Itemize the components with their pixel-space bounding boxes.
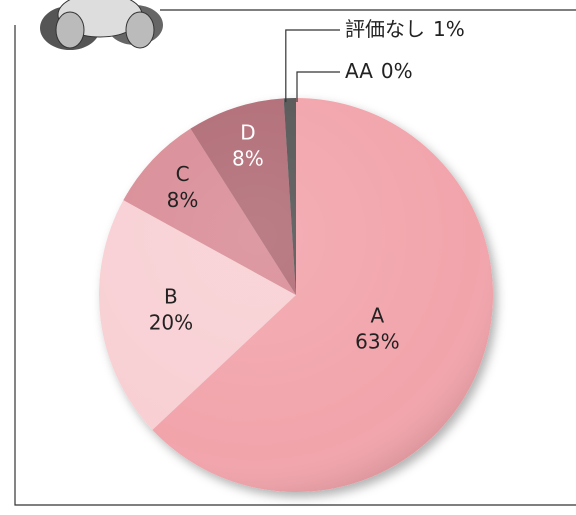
slice-label-value: 1% (433, 17, 465, 41)
slice-label: B (164, 284, 178, 308)
slice-label: C (176, 162, 190, 186)
slice-label: AA 0% (345, 59, 413, 83)
slice-label-name: 評価なし (345, 17, 425, 41)
slice-label: D (240, 120, 255, 144)
mascot (40, 0, 163, 50)
leader-line (297, 72, 340, 102)
slice-value: 63% (355, 330, 399, 354)
leader-line (286, 30, 340, 102)
slice-label-value: 0% (381, 59, 413, 83)
pie (99, 98, 493, 492)
slice-value: 20% (149, 310, 193, 334)
chart: A63%B20%C8%D8%評価なし1%AA0% (0, 0, 576, 515)
slice-label: A (371, 304, 385, 328)
slice-value: 8% (232, 146, 264, 170)
slice-value: 8% (167, 188, 199, 212)
slice-label: 評価なし 1% (345, 17, 465, 41)
slice-label-name: AA (345, 59, 373, 83)
